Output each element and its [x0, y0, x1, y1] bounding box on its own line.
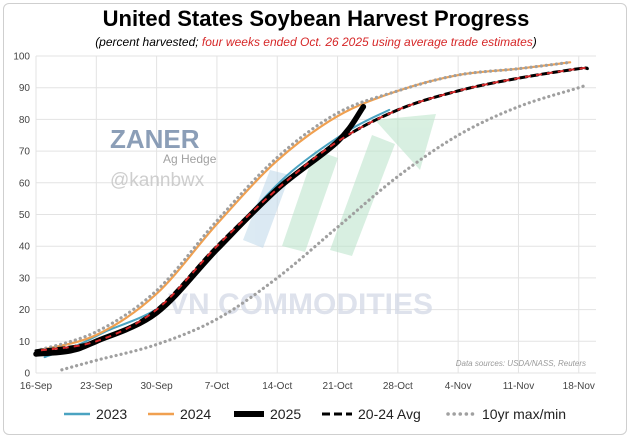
watermark-bar — [282, 150, 338, 252]
watermark-overlay: VN COMMODITIES — [168, 288, 433, 321]
x-tick-label: 18-Nov — [563, 381, 595, 392]
legend-item-maxmin: 10yr max/min — [446, 402, 566, 426]
watermark-arrow — [375, 114, 436, 170]
y-tick-label: 100 — [13, 52, 30, 63]
legend-swatch-2023 — [64, 412, 90, 416]
y-tick-label: 0 — [24, 369, 30, 380]
x-tick-label: 21-Oct — [323, 381, 353, 392]
watermark-brand: ZANER — [110, 124, 200, 154]
chart-frame — [3, 3, 627, 435]
legend-item-2025: 2025 — [234, 402, 301, 426]
x-tick-label: 16-Sep — [20, 381, 53, 392]
y-tick-label: 60 — [19, 178, 31, 189]
chart-title: United States Soybean Harvest Progress — [102, 6, 530, 31]
chart-legend: 2023 2024 2025 20-24 Avg 10yr max/min — [0, 402, 632, 426]
chart-subtitle: (percent harvested; four weeks ended Oct… — [0, 35, 632, 49]
legend-item-2023: 2023 — [64, 402, 127, 426]
watermark-brand-sub: Ag Hedge — [163, 152, 217, 166]
y-tick-label: 90 — [19, 83, 31, 94]
legend-label-2024: 2024 — [180, 406, 212, 422]
legend-label-2023: 2023 — [96, 406, 128, 422]
series-line-avg-red-overlay — [35, 66, 589, 352]
x-tick-label: 23-Sep — [80, 381, 113, 392]
y-tick-label: 20 — [19, 305, 31, 316]
x-tick-label: 4-Nov — [445, 381, 472, 392]
series-line-maxmin_max — [34, 60, 572, 353]
x-tick-label: 28-Oct — [383, 381, 413, 392]
legend-swatch-avg — [322, 412, 352, 416]
legend-swatch-2024 — [148, 412, 174, 416]
subtitle-prefix: (percent harvested; — [95, 35, 202, 49]
watermark-handle: @kannbwx — [110, 170, 205, 191]
legend-label-2025: 2025 — [270, 406, 302, 422]
subtitle-suffix: ) — [532, 35, 537, 49]
series-line-maxmin_min — [60, 82, 589, 372]
x-tick-label: 14-Oct — [262, 381, 292, 392]
legend-item-avg: 20-24 Avg — [322, 402, 421, 426]
legend-swatch-2025 — [234, 411, 264, 417]
y-tick-label: 50 — [19, 210, 31, 221]
subtitle-highlight: four weeks ended Oct. 26 2025 using aver… — [201, 35, 533, 49]
legend-label-avg: 20-24 Avg — [358, 406, 421, 422]
series-group — [33, 60, 589, 372]
y-tick-label: 40 — [19, 242, 31, 253]
legend-label-maxmin: 10yr max/min — [482, 406, 567, 422]
legend-swatch-maxmin — [446, 412, 476, 416]
x-tick-label: 7-Oct — [205, 381, 230, 392]
y-tick-label: 30 — [19, 273, 31, 284]
legend-item-2024: 2024 — [148, 402, 211, 426]
y-tick-label: 10 — [19, 337, 31, 348]
x-tick-label: 11-Nov — [503, 381, 535, 392]
y-tick-label: 80 — [19, 115, 31, 126]
source-note: Data sources: USDA/NASS, Reuters — [456, 359, 586, 368]
x-tick-label: 30-Sep — [140, 381, 173, 392]
y-tick-label: 70 — [19, 147, 31, 158]
watermark-bar — [330, 135, 395, 256]
